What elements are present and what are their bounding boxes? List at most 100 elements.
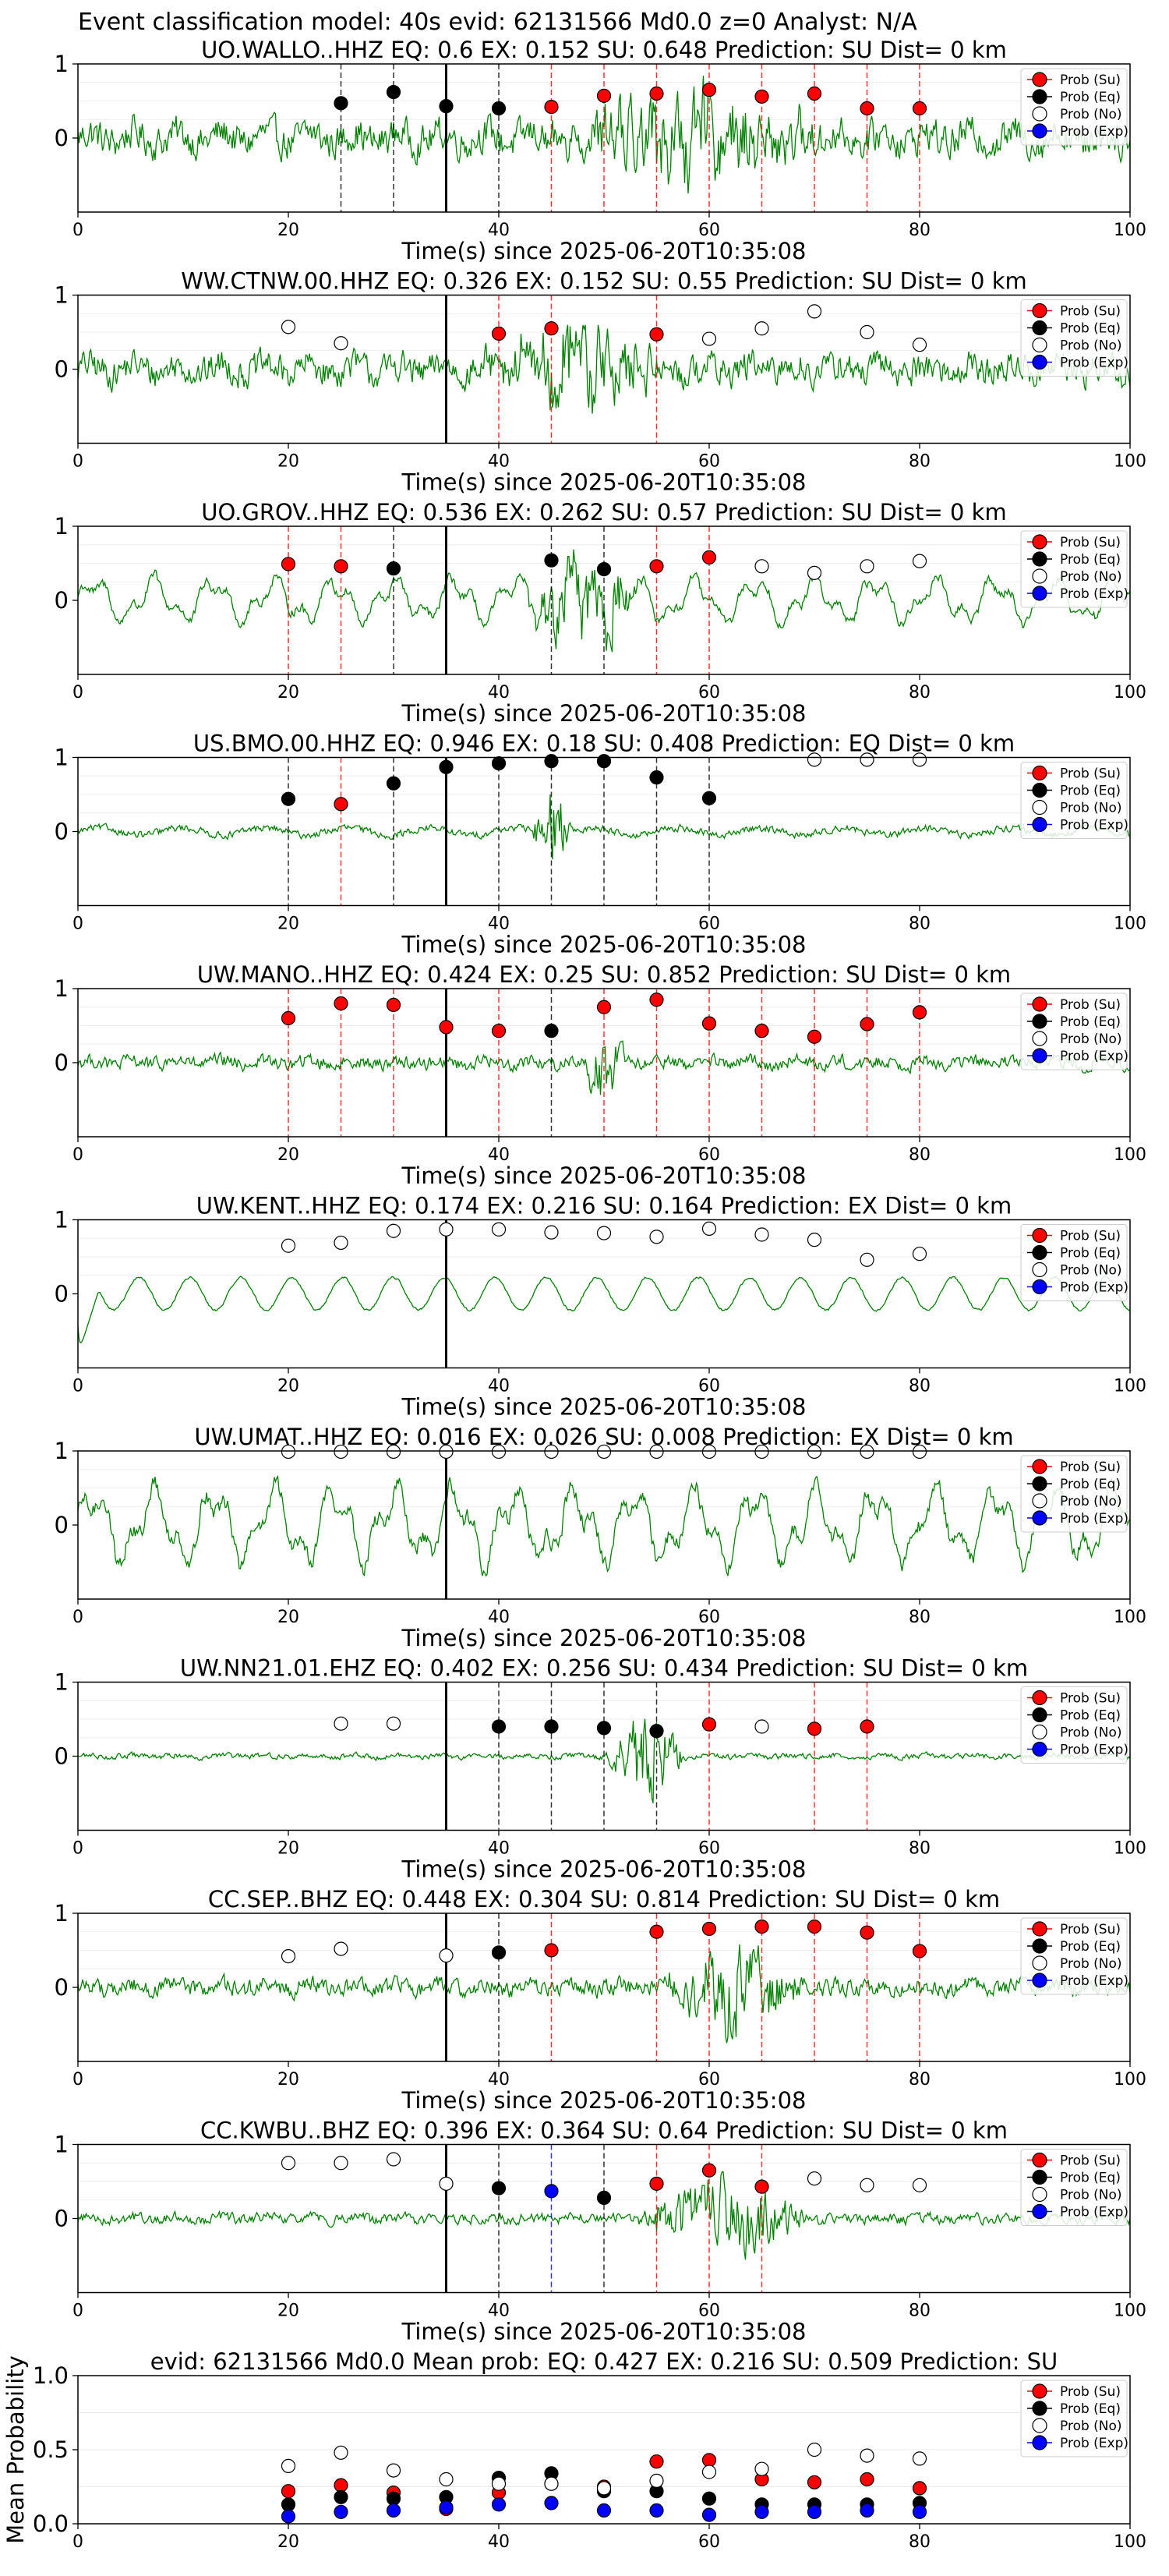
x-tick-label-0: 0 [72, 2070, 83, 2089]
prob-point-su-9 [754, 2179, 769, 2194]
prob-point-su-10 [807, 1029, 822, 1044]
prob-point-su-4 [544, 100, 559, 115]
x-tick-label-5: 100 [1114, 1145, 1146, 1165]
y-tick-label-0: 0 [55, 125, 69, 151]
legend-marker-su [1032, 2383, 1047, 2399]
x-tick-label-2: 40 [488, 1145, 510, 1165]
x-tick-label-1: 20 [277, 1839, 299, 1859]
prob-point-no-5 [544, 1225, 559, 1240]
prob-point-eq-3 [544, 553, 559, 568]
y-tick-label-0: 0 [55, 1974, 69, 2001]
legend-label-su: Prob (Su) [1060, 1691, 1121, 1707]
y-tick-label-0: 0 [55, 1512, 69, 1538]
y-tick-label-0: 0 [55, 1049, 69, 1076]
mean-point-exp-7 [649, 2503, 664, 2518]
prob-point-eq-0 [334, 96, 348, 111]
mean-point-exp-11 [860, 2503, 874, 2518]
prob-point-eq-2 [386, 561, 401, 576]
legend-marker-eq [1032, 1244, 1047, 1261]
x-tick-label-3: 60 [698, 1377, 720, 1396]
x-tick-label-2: 40 [488, 1608, 510, 1627]
y-tick-label-0: 0 [55, 2206, 69, 2232]
x-tick-label-3: 60 [698, 1608, 720, 1627]
legend-marker-exp [1032, 1973, 1047, 1988]
legend-marker-no [1032, 106, 1047, 122]
legend-marker-su [1032, 765, 1047, 781]
x-tick-label-3: 60 [698, 1839, 720, 1859]
legend-marker-eq [1032, 782, 1047, 798]
prob-point-no-1 [334, 336, 348, 351]
legend-label-su: Prob (Su) [1060, 2384, 1121, 2400]
mean-point-su-10 [807, 2475, 822, 2489]
prob-point-no-10 [807, 1444, 822, 1460]
prob-point-no-7 [649, 1230, 664, 1244]
prob-point-su-3 [439, 1020, 454, 1035]
mean-point-exp-9 [754, 2504, 769, 2519]
legend-label-exp: Prob (Exp) [1060, 1743, 1128, 1758]
panel-5: UW.KENT..HHZ EQ: 0.174 EX: 0.216 SU: 0.1… [55, 1193, 1146, 1421]
prob-point-no-1 [334, 1235, 348, 1251]
legend-label-eq: Prob (Eq) [1060, 321, 1121, 337]
x-axis-label: Time(s) since 2025-06-20T10:35:08 [401, 238, 807, 264]
legend-marker-exp [1032, 354, 1047, 370]
x-tick-label-1: 20 [277, 1145, 299, 1165]
prob-point-no-7 [754, 1719, 769, 1734]
prob-point-su-10 [912, 1944, 927, 1959]
prob-point-eq-4 [491, 755, 507, 771]
x-tick-label-5: 100 [1114, 452, 1146, 472]
y-tick-label-1: 1 [55, 1207, 69, 1233]
legend-marker-su [1032, 2152, 1047, 2168]
prob-point-su-5 [649, 559, 664, 574]
legend-marker-exp [1032, 2203, 1047, 2220]
mean-point-su-1 [334, 2478, 348, 2493]
prob-point-no-2 [386, 1223, 401, 1238]
x-axis-label: Time(s) since 2025-06-20T10:35:08 [401, 1625, 807, 1651]
panel-title: UO.GROV..HHZ EQ: 0.536 EX: 0.262 SU: 0.5… [201, 499, 1006, 525]
prob-point-su-7 [649, 993, 664, 1007]
legend-marker-no [1032, 1493, 1047, 1509]
prob-point-no-8 [860, 324, 874, 340]
mean-point-no-8 [701, 2465, 717, 2479]
prob-point-no-5 [544, 1444, 559, 1460]
prob-point-eq-2 [439, 99, 454, 114]
legend-label-eq: Prob (Eq) [1060, 90, 1121, 105]
x-axis-label: Time(s) since 2025-06-20T10:35:08 [401, 2319, 807, 2345]
x-axis-label: Time(s) since 2025-06-20T10:35:08 [401, 932, 807, 958]
mean-point-no-12 [912, 2451, 927, 2466]
x-tick-label-2: 40 [488, 2302, 510, 2321]
y-tick-label-1: 1 [55, 1438, 69, 1464]
panel-2: UO.GROV..HHZ EQ: 0.536 EX: 0.262 SU: 0.5… [55, 499, 1146, 727]
legend-marker-eq [1032, 320, 1047, 336]
legend-marker-no [1032, 1955, 1047, 1971]
legend-box [1020, 1686, 1128, 1764]
mean-point-no-1 [334, 2445, 348, 2460]
waveform-trace [78, 1040, 1130, 1095]
legend-marker-no [1032, 2418, 1047, 2433]
mean-point-no-9 [754, 2461, 769, 2476]
x-tick-label-3: 60 [698, 2532, 720, 2552]
legend-label-eq: Prob (Eq) [1060, 1246, 1121, 1261]
x-tick-label-0: 0 [72, 2302, 83, 2321]
legend-label-exp: Prob (Exp) [1060, 1973, 1128, 1989]
x-tick-label-0: 0 [72, 683, 83, 702]
prob-point-no-10 [807, 2171, 822, 2186]
x-tick-label-4: 80 [909, 683, 931, 702]
prob-point-no-6 [596, 1226, 612, 1240]
panel-6: UW.UMAT..HHZ EQ: 0.016 EX: 0.026 SU: 0.0… [55, 1424, 1146, 1651]
x-tick-label-2: 40 [488, 452, 510, 472]
legend-label-exp: Prob (Exp) [1060, 1049, 1128, 1064]
x-tick-label-2: 40 [488, 221, 510, 240]
waveform-trace [78, 1474, 1130, 1577]
x-tick-label-0: 0 [72, 915, 83, 934]
prob-point-su-11 [860, 1017, 874, 1031]
mean-point-no-11 [860, 2448, 874, 2463]
y-tick-label-1: 0.5 [33, 2436, 69, 2463]
mean-point-eq-8 [701, 2491, 717, 2506]
legend-label-eq: Prob (Eq) [1060, 1477, 1121, 1492]
x-tick-label-3: 60 [698, 915, 720, 934]
legend-marker-exp [1032, 816, 1047, 833]
legend-marker-su [1032, 1921, 1047, 1937]
legend-label-eq: Prob (Eq) [1060, 552, 1121, 568]
